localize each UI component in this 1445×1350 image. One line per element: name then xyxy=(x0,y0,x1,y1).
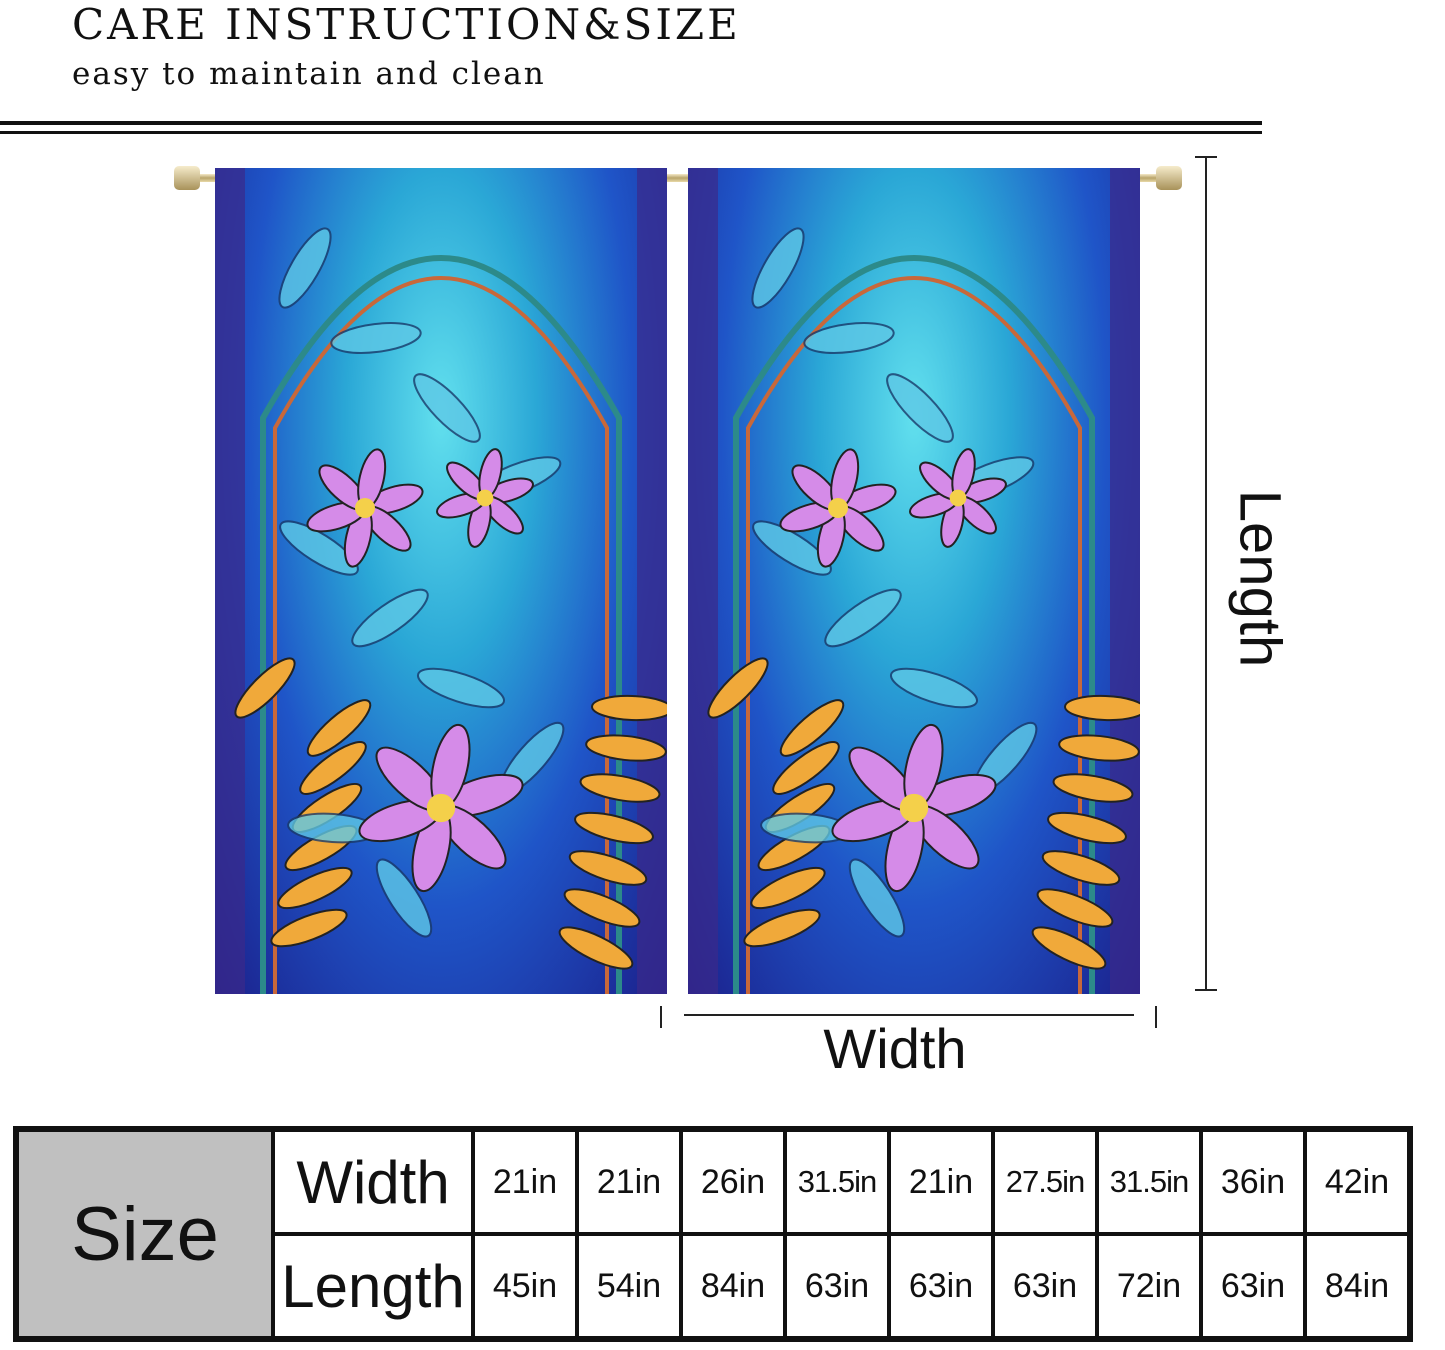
table-cell: 21in xyxy=(575,1127,683,1236)
row-label-width: Width xyxy=(271,1127,475,1236)
curtain-panel-right xyxy=(688,168,1140,994)
table-cell: 36in xyxy=(1199,1127,1307,1236)
table-cell: 84in xyxy=(1303,1232,1412,1341)
size-header: Size xyxy=(14,1127,275,1341)
table-cell: 63in xyxy=(887,1232,995,1341)
width-tick-left xyxy=(660,1006,662,1028)
table-cell: 21in xyxy=(471,1127,579,1236)
width-tick-right xyxy=(1155,1006,1157,1028)
table-cell: 21in xyxy=(887,1127,995,1236)
table-cell: 63in xyxy=(1199,1232,1307,1341)
page-title: CARE INSTRUCTION&SIZE xyxy=(72,0,741,49)
length-label: Length xyxy=(1227,489,1293,668)
table-cell: 72in xyxy=(1095,1232,1203,1341)
table-cell: 27.5in xyxy=(991,1127,1099,1236)
table-cell: 42in xyxy=(1303,1127,1412,1236)
table-row-length: Length 45in 54in 84in 63in 63in 63in 72i… xyxy=(16,1232,1412,1341)
table-cell: 84in xyxy=(679,1232,787,1341)
rod-finial-left xyxy=(174,166,200,190)
divider xyxy=(0,121,1262,125)
table-cell: 45in xyxy=(471,1232,579,1341)
table-cell: 63in xyxy=(991,1232,1099,1341)
table-row-width: Size Width 21in 21in 26in 31.5in 21in 27… xyxy=(14,1127,1412,1341)
width-dimension-line xyxy=(684,1014,1134,1016)
divider xyxy=(0,131,1262,134)
table-cell: 31.5in xyxy=(1095,1127,1203,1236)
table-cell: 31.5in xyxy=(783,1127,891,1236)
size-table: Size Width 21in 21in 26in 31.5in 21in 27… xyxy=(13,1126,1413,1342)
row-label-length: Length xyxy=(271,1232,475,1341)
stained-glass-pattern xyxy=(688,168,1140,994)
table-cell: 26in xyxy=(679,1127,787,1236)
curtain-rod xyxy=(178,174,1178,182)
width-label: Width xyxy=(823,1017,967,1080)
curtain-panel-left xyxy=(215,168,667,994)
page-subtitle: easy to maintain and clean xyxy=(72,56,546,92)
stained-glass-pattern xyxy=(215,168,667,994)
length-tick-bottom xyxy=(1195,989,1217,991)
length-tick-top xyxy=(1195,156,1217,158)
table-cell: 63in xyxy=(783,1232,891,1341)
length-dimension-line xyxy=(1205,156,1207,991)
rod-finial-right xyxy=(1156,166,1182,190)
table-cell: 54in xyxy=(575,1232,683,1341)
